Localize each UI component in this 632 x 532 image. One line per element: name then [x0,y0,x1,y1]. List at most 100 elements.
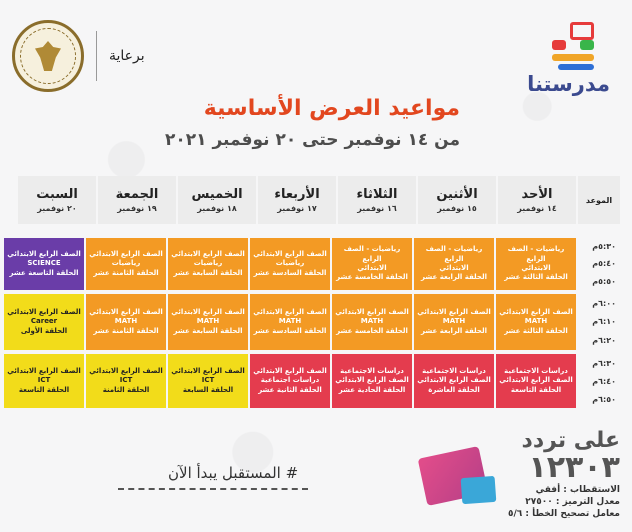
program-line: الصف الرابع الابتدائي [171,249,245,258]
program-cell: الصف الرابع الابتدائي MATH الحلقة الثالثة … [496,294,576,350]
sponsor-label: برعاية [109,48,145,64]
program-line: الحلقة السادسة عشر [253,268,327,277]
program-cell: الصف الرابع الابتدائي رياضيات الحلقة الساد… [250,238,330,290]
program-line: MATH [360,317,384,326]
program-line: الصف الرابع الابتدائي [253,249,327,258]
program-line: الحلقة الأولى [20,326,68,335]
slogan-underline [118,488,308,490]
program-line: الحلقة التاسعة [18,385,70,394]
time-label: ٥:٤٠م [592,259,616,269]
program-line: الحلقة الثانية عشر [258,385,322,394]
program-cell: الصف الرابع الابتدائي رياضيات الحلقة الساب… [168,238,248,290]
program-line: الصف الرابع الابتدائي [7,307,81,316]
program-line: الصف الرابع الابتدائي [171,366,245,375]
time-label: ٦:٥٠م [592,394,616,404]
day-header: الأربعاء ١٧ نوفمبر [256,176,336,224]
program-line: دراسات الاجتماعية [504,366,568,375]
program-line: الصف الرابع الابتدائي [499,376,573,385]
program-line: الصف الرابع الابتدائي [89,366,163,375]
error-correction: معامل تصحيح الخطأ : ٥/٦ [507,509,620,519]
time-label: ٦:٢٠م [592,336,616,346]
program-cell: الصف الرابع الابتدائي MATH الحلقة الثامنة … [86,294,166,350]
program-line: الحلقة الثامنة عشر [93,268,159,277]
program-line: رياضيات [111,259,141,268]
program-line: ICT [201,376,215,385]
program-line: الحلقة الرابعة عشر [421,326,487,335]
symbol-rate: معدل الترميز : ٢٧٥٠٠ [525,497,620,507]
program-cell: دراسات الاجتماعية الصف الرابع الابتدائي ال… [496,354,576,408]
program-line: الصف الرابع الابتدائي [417,376,491,385]
time-slot-column: ٦:٣٠م ٦:٤٠م ٦:٥٠م [576,354,620,408]
program-line: الحلقة الحادية عشر [338,385,406,394]
program-cell: الصف الرابع الابتدائي MATH الحلقة الخامسة … [332,294,412,350]
program-line: Career [30,317,58,326]
program-cell: الصف الرابع الابتدائي SCIENCE الحلقة التاس… [4,238,84,290]
program-line: رياضيات - الصف الرابع [425,245,483,263]
program-line: الصف الرابع الابتدائي [253,366,327,375]
program-cell: دراسات الاجتماعية الصف الرابع الابتدائي ال… [414,354,494,408]
program-line: الحلقة السابعة [182,385,234,394]
program-cell: الصف الرابع الابتدائي MATH الحلقة السادسة … [250,294,330,350]
time-label: ٦:١٠م [592,317,616,327]
ministry-seal-icon [12,20,84,92]
program-line: دراسات الاجتماعية [422,366,486,375]
day-header: الأحد ١٤ نوفمبر [496,176,576,224]
program-line: الصف الرابع الابتدائي [253,307,327,316]
program-cell: الصف الرابع الابتدائي رياضيات الحلقة الثام… [86,238,166,290]
time-header-cell: الموعد [576,176,620,224]
brand-name: مدرستنا [527,72,610,96]
program-line: الحلقة التاسعة عشر [9,268,79,277]
time-group-row: ٦:٠٠م ٦:١٠م ٦:٢٠م الصف الرابع الابتدائي MATH… [4,294,620,350]
program-cell: رياضيات - الصف الرابع الابتدائي الحلقة الث… [496,238,576,290]
time-slot-column: ٦:٠٠م ٦:١٠م ٦:٢٠م [576,294,620,350]
program-line: MATH [114,317,138,326]
sponsor-block: برعاية [12,14,177,98]
program-line: الصف الرابع الابتدائي [171,307,245,316]
program-line: الحلقة الثالثة عشر [504,273,568,282]
polarization: الاستقطاب : أفقي [535,485,620,495]
program-line: الحلقة العاشرة [428,385,480,394]
program-line: الصف الرابع الابتدائي [335,376,409,385]
time-label: ٦:٠٠م [592,298,616,308]
program-cell: الصف الرابع الابتدائي Career الحلقة الأولى [4,294,84,350]
building-blocks-icon [550,18,600,70]
program-cell: دراسات الاجتماعية الصف الرابع الابتدائي ال… [332,354,412,408]
program-line: MATH [196,317,220,326]
program-line: ICT [119,376,133,385]
time-slot-column: ٥:٣٠م ٥:٤٠م ٥:٥٠م [576,238,620,290]
day-header: الخميس ١٨ نوفمبر [176,176,256,224]
time-label: ٥:٣٠م [592,242,616,252]
program-line: الصف الرابع الابتدائي [7,249,81,258]
time-group-row: ٥:٣٠م ٥:٤٠م ٥:٥٠م رياضيات - الصف الرابع الاب… [4,238,620,290]
program-line: MATH [524,317,548,326]
program-line: ICT [37,376,51,385]
program-line: الصف الرابع الابتدائي [7,366,81,375]
schedule-table: الموعد الأحد ١٤ نوفمبر الأثنين ١٥ نوفمبر ا… [4,176,620,408]
program-line: الحلقة الخامسة عشر [336,273,408,282]
day-header: الثلاثاء ١٦ نوفمبر [336,176,416,224]
program-cell: الصف الرابع الابتدائي MATH الحلقة السابعة … [168,294,248,350]
program-line: الحلقة الثامنة عشر [93,326,159,335]
program-line: MATH [442,317,466,326]
program-line: رياضيات - الصف الرابع [343,245,401,263]
program-line: الابتدائي [439,264,469,272]
program-line: رياضيات [275,259,305,268]
program-cell: رياضيات - الصف الرابع الابتدائي الحلقة الر… [414,238,494,290]
on-frequency-label: على تردد [521,428,620,453]
program-line: الصف الرابع الابتدائي [335,307,409,316]
program-line: الحلقة الرابعة عشر [421,273,487,282]
program-line: الحلقة السابعة عشر [173,268,243,277]
program-cell: الصف الرابع الابتدائي ICT الحلقة التاسعة [4,354,84,408]
program-line: الحلقة الخامسة عشر [336,326,408,335]
page-title: مواعيد العرض الأساسية [203,96,460,121]
program-line: الحلقة التاسعة [510,385,562,394]
program-line: MATH [278,317,302,326]
divider [96,31,97,81]
program-line: الصف الرابع الابتدائي [89,307,163,316]
program-cell: الصف الرابع الابتدائي ICT الحلقة السابعة [168,354,248,408]
hashtag-slogan: # المستقبل يبدأ الآن [168,464,299,482]
program-line: SCIENCE [27,259,61,268]
frequency-info: على تردد ١٢٣٠٣ الاستقطاب : أفقي معدل الت… [500,428,620,519]
program-line: رياضيات - الصف الرابع [507,245,565,263]
day-header: الجمعة ١٩ نوفمبر [96,176,176,224]
